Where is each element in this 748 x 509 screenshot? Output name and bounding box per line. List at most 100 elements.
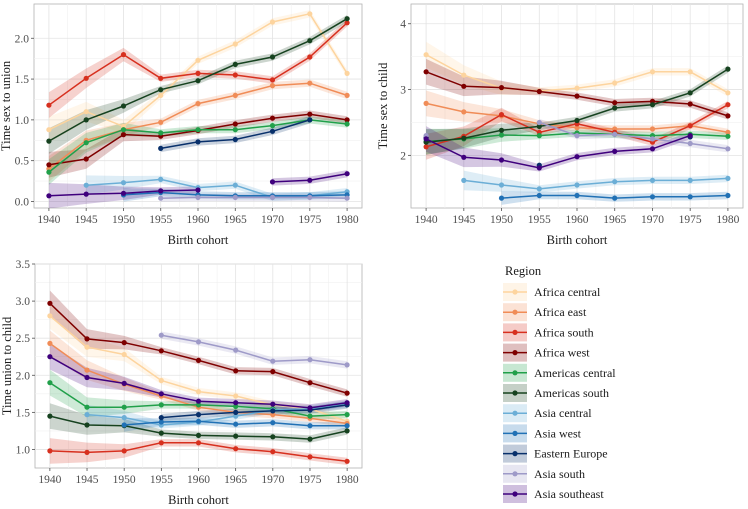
point-asia-west [270,420,276,426]
point-africa-south [158,75,164,81]
point-asia-west [612,195,618,201]
point-africa-central [307,11,313,17]
x-tick-label: 1970 [641,214,664,226]
x-tick-label: 1945 [75,214,98,226]
y-axis-title: Time union to child [0,316,14,415]
x-tick-label: 1950 [490,214,513,226]
point-asia-west [649,194,656,200]
point-africa-south [232,72,238,78]
series-lines [46,11,350,201]
x-tick-label: 1950 [112,214,135,226]
point-asia-south [687,140,693,147]
legend-label: Americas south [534,386,609,400]
point-africa-west [461,83,467,89]
legend-label: Asia west [534,426,582,440]
point-asia-southeast [84,374,90,381]
point-africa-west [47,300,53,306]
point-africa-east [423,100,429,106]
band-africa-central [426,41,728,97]
point-americas-south [84,422,90,428]
point-africa-central [46,127,52,133]
point-africa-central [195,57,201,63]
band-asia-central [86,175,348,202]
point-eastern-europe [270,408,276,414]
point-africa-west [84,336,90,342]
point-africa-east [195,101,201,107]
point-americas-south [83,117,89,123]
point-asia-southeast [121,380,127,386]
point-eastern-europe [307,117,313,123]
point-asia-west [725,192,731,199]
legend-item: Asia west [503,424,582,443]
point-americas-south [725,66,731,72]
point-asia-southeast [536,165,542,171]
point-africa-south [498,112,505,118]
legend-label: Africa east [534,305,587,319]
point-africa-west [574,93,580,99]
point-africa-west [344,390,350,396]
x-tick-label: 1950 [113,474,136,486]
point-africa-west [307,380,313,386]
band-africa-east [48,79,348,182]
point-asia-west [158,419,164,425]
point-africa-south [307,454,313,460]
y-tick-label: 0.5 [15,156,30,168]
point-africa-west [233,368,239,374]
x-tick-label: 1980 [716,214,739,226]
point-asia-southeast [498,157,505,163]
legend-key-point [512,471,518,477]
point-asia-west [121,422,127,428]
point-americas-central [307,413,313,419]
point-asia-central [233,413,239,419]
legend-key-point [512,430,518,436]
point-americas-central [195,127,201,133]
point-africa-west [344,117,350,123]
point-africa-west [83,156,89,162]
point-africa-south [725,102,731,108]
point-asia-central [687,177,693,183]
y-tick-label: 3.5 [16,259,31,271]
point-asia-west [687,194,693,200]
legend-item: Eastern Europe [503,444,608,463]
point-americas-south [307,38,313,44]
point-asia-south [307,194,313,200]
legend-item: Americas central [503,363,616,382]
line-asia-south [161,334,348,366]
point-africa-west [158,348,164,354]
point-africa-west [536,88,542,95]
band-asia-south [161,331,348,369]
point-asia-southeast [195,187,201,193]
point-africa-central [84,344,90,350]
x-axis-title: Birth cohort [168,233,229,247]
point-africa-east [232,92,238,98]
legend-item: Asia southeast [503,485,604,503]
point-africa-central [269,19,276,25]
point-asia-south [195,194,201,200]
point-africa-central [612,80,618,86]
y-tick-label: 3.0 [16,296,31,308]
point-asia-central [120,180,127,186]
point-asia-southeast [270,401,276,407]
point-eastern-europe [158,415,164,421]
y-tick-label: 1.5 [16,407,31,419]
point-africa-south [195,70,201,76]
point-africa-south [83,75,89,81]
legend-label: Eastern Europe [534,447,608,461]
point-asia-west [574,192,580,199]
x-tick-label: 1975 [679,214,702,226]
point-eastern-europe [158,145,164,151]
line-asia-southeast [425,134,691,169]
x-tick-label: 1945 [452,214,475,226]
band-africa-central [49,303,348,425]
point-asia-southeast [687,133,693,139]
point-africa-central [461,72,467,78]
point-africa-central [47,313,53,319]
point-americas-south [158,430,164,436]
point-africa-south [307,54,313,60]
point-asia-south [725,146,731,152]
legend-item: Asia central [503,404,592,423]
point-americas-south [269,54,276,60]
point-africa-central [158,92,164,98]
point-asia-central [649,177,656,183]
point-americas-central [498,132,505,138]
